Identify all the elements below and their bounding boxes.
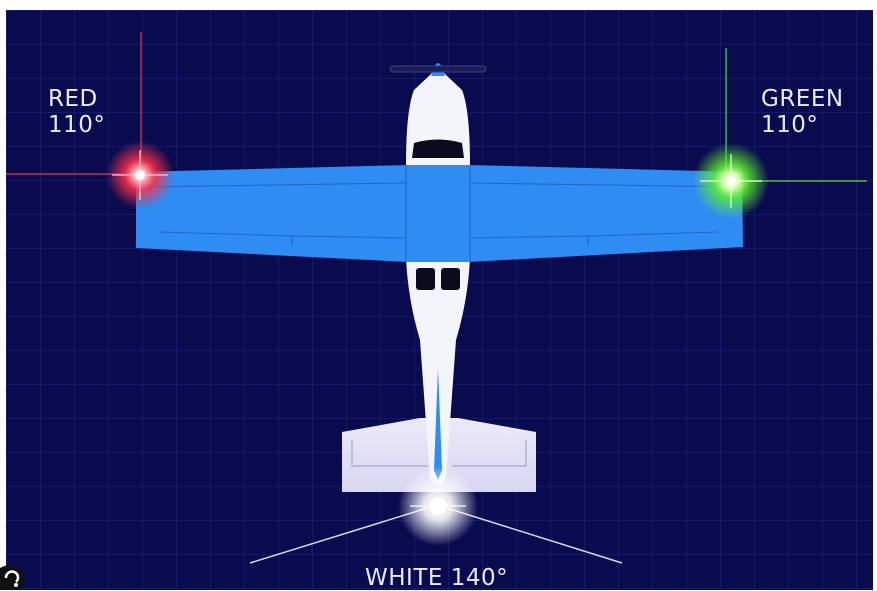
vertical-fin — [434, 368, 442, 480]
rear-window-left — [416, 268, 435, 290]
green-light — [693, 143, 769, 219]
propeller — [390, 66, 486, 72]
wings — [136, 165, 743, 262]
red-label-name: RED — [48, 86, 98, 112]
red-light — [106, 141, 174, 209]
rear-window-right — [441, 268, 460, 290]
red-light-label: RED 110° — [48, 86, 105, 138]
green-label-name: GREEN — [761, 86, 844, 112]
green-label-angle: 110° — [761, 112, 819, 138]
green-light-label: GREEN 110° — [761, 86, 844, 138]
lens-icon[interactable] — [0, 560, 26, 590]
red-label-angle: 110° — [48, 112, 106, 138]
white-light-label: WHITE 140° — [365, 565, 509, 591]
white-light — [398, 466, 478, 546]
windshield — [412, 139, 464, 158]
